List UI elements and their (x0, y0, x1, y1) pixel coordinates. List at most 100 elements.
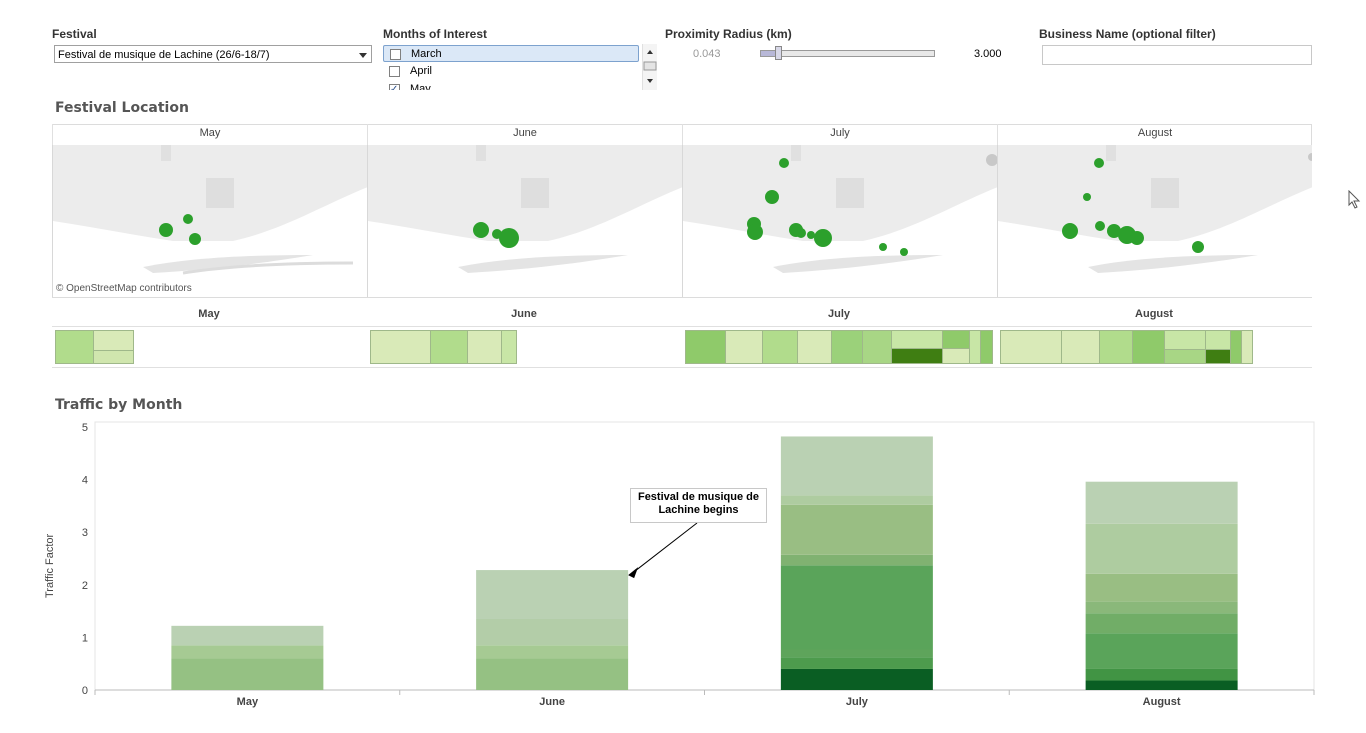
treemap-cell[interactable] (831, 330, 863, 364)
treemap-cell[interactable] (467, 330, 502, 364)
bar-segment[interactable] (780, 668, 933, 690)
bar-segment[interactable] (1085, 523, 1238, 574)
festival-marker[interactable] (796, 228, 806, 238)
treemap-cell[interactable] (1205, 330, 1231, 350)
treemap-cell[interactable] (725, 330, 763, 364)
bar-segment[interactable] (1085, 601, 1238, 614)
bar-segment[interactable] (171, 645, 324, 659)
map-attribution: © OpenStreetMap contributors (56, 283, 192, 294)
proximity-slider-track[interactable] (760, 50, 935, 57)
business-label: Business Name (optional filter) (1039, 27, 1216, 41)
festival-marker[interactable] (879, 243, 887, 251)
bar-segment[interactable] (780, 436, 933, 496)
proximity-max: 3.000 (974, 48, 1002, 60)
festival-marker[interactable] (1308, 153, 1312, 161)
month-option-march[interactable]: March (383, 45, 639, 62)
treemap-cell[interactable] (862, 330, 892, 364)
festival-marker[interactable] (814, 229, 832, 247)
festival-marker[interactable] (183, 214, 193, 224)
festival-marker[interactable] (159, 223, 173, 237)
bar-segment[interactable] (476, 618, 629, 646)
festival-marker[interactable] (189, 233, 201, 245)
treemap-cell[interactable] (1061, 330, 1100, 364)
festival-marker[interactable] (499, 228, 519, 248)
bar-segment[interactable] (1085, 680, 1238, 690)
checkbox-may[interactable]: ✓ (389, 84, 400, 90)
treemap-cell[interactable] (1132, 330, 1165, 364)
bar-segment[interactable] (171, 658, 324, 690)
bar-segment[interactable] (780, 554, 933, 566)
treemap-cell[interactable] (93, 350, 134, 364)
treemap-cell[interactable] (1164, 330, 1206, 350)
month-option-april[interactable]: April (383, 63, 639, 80)
bar-segment[interactable] (1085, 481, 1238, 524)
festival-marker[interactable] (1062, 223, 1078, 239)
proximity-slider-fill (761, 51, 779, 56)
treemap-cell[interactable] (1164, 349, 1206, 364)
treemap-cell[interactable] (797, 330, 832, 364)
treemap-cell[interactable] (1099, 330, 1133, 364)
treemap-cell[interactable] (1241, 330, 1253, 364)
bar-segment[interactable] (780, 649, 933, 658)
map-august[interactable] (997, 145, 1312, 297)
x-tick-label: July (846, 696, 869, 708)
bar-segment[interactable] (1085, 633, 1238, 669)
treemap-cell[interactable] (942, 348, 970, 364)
treemap-cell[interactable] (430, 330, 468, 364)
festival-marker[interactable] (1094, 158, 1104, 168)
x-tick-label: June (539, 696, 565, 708)
treemap-cell[interactable] (980, 330, 993, 364)
treemap-cell[interactable] (93, 330, 134, 351)
treemap-cell[interactable] (55, 330, 94, 364)
treemap-cell[interactable] (685, 330, 726, 364)
bar-segment[interactable] (476, 645, 629, 659)
treemap-cell[interactable] (891, 348, 943, 364)
festival-marker[interactable] (779, 158, 789, 168)
checkbox-march[interactable] (390, 49, 401, 60)
bar-segment[interactable] (171, 625, 324, 646)
months-listbox[interactable]: March April ✓ May (383, 44, 656, 90)
bar-segment[interactable] (1085, 613, 1238, 634)
proximity-slider-handle[interactable] (775, 46, 782, 60)
bar-segment[interactable] (476, 658, 629, 690)
map-july[interactable] (682, 145, 997, 297)
festival-marker[interactable] (1083, 193, 1091, 201)
festival-marker[interactable] (1192, 241, 1204, 253)
treemap-cell[interactable] (1000, 330, 1062, 364)
business-name-input[interactable] (1042, 45, 1312, 65)
treemap-cell[interactable] (370, 330, 431, 364)
festival-marker[interactable] (765, 190, 779, 204)
bar-segment[interactable] (1085, 668, 1238, 681)
bar-segment[interactable] (1085, 573, 1238, 602)
festival-marker[interactable] (1130, 231, 1144, 245)
treemap-cell[interactable] (942, 330, 970, 349)
treemap-cell[interactable] (891, 330, 943, 349)
checkbox-april[interactable] (389, 66, 400, 77)
map-may[interactable]: © OpenStreetMap contributors (52, 145, 367, 297)
festival-marker[interactable] (986, 154, 997, 166)
festival-dropdown[interactable]: Festival de musique de Lachine (26/6-18/… (54, 45, 372, 63)
month-option-label: May (410, 83, 431, 90)
bar-segment[interactable] (476, 570, 629, 619)
months-scrollbar[interactable] (642, 44, 657, 90)
festival-marker[interactable] (807, 231, 815, 239)
treemap-cell[interactable] (762, 330, 798, 364)
traffic-title: Traffic by Month (55, 397, 183, 413)
map-header-june: June (367, 124, 682, 145)
festival-marker[interactable] (1095, 221, 1105, 231)
bar-segment[interactable] (780, 495, 933, 505)
treemap-cell[interactable] (1205, 349, 1231, 364)
bar-segment[interactable] (780, 504, 933, 555)
festival-marker[interactable] (473, 222, 489, 238)
map-header-may: May (52, 124, 367, 145)
bar-segment[interactable] (780, 657, 933, 669)
treemap-header-july: July (827, 308, 850, 320)
festival-marker[interactable] (900, 248, 908, 256)
treemap-cell[interactable] (501, 330, 517, 364)
festival-marker[interactable] (1107, 224, 1121, 238)
map-june[interactable] (367, 145, 682, 297)
chevron-down-icon[interactable] (359, 53, 367, 58)
month-option-may[interactable]: ✓ May (383, 81, 639, 90)
bar-segment[interactable] (780, 565, 933, 650)
festival-marker[interactable] (747, 224, 763, 240)
